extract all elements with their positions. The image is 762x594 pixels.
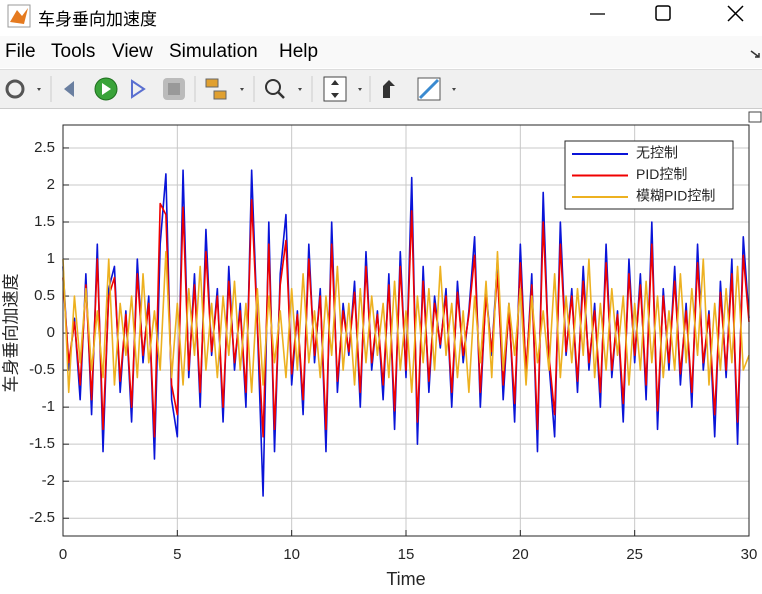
legend-label: 模糊PID控制 bbox=[636, 188, 715, 204]
dropdown[interactable] bbox=[37, 88, 41, 91]
menu-view[interactable]: View bbox=[112, 41, 153, 62]
series-line bbox=[62, 198, 750, 438]
undock-button[interactable] bbox=[748, 111, 762, 123]
window-title: 车身垂向加速度 bbox=[38, 10, 157, 29]
autoscale-button[interactable] bbox=[323, 76, 347, 102]
y-tick-label: -2 bbox=[42, 472, 55, 489]
menu-bar: File Tools View Simulation Help bbox=[0, 36, 762, 68]
menu-simulation[interactable]: Simulation bbox=[169, 41, 258, 62]
toolbar bbox=[0, 69, 762, 109]
title-icons bbox=[7, 4, 744, 28]
x-tick-label: 15 bbox=[398, 546, 415, 563]
y-tick-label: 2 bbox=[47, 176, 55, 193]
legend-label: PID控制 bbox=[636, 166, 687, 182]
x-tick-label: 30 bbox=[741, 546, 758, 563]
chart: Time 车身垂向加速度 -2.5 -2 -1.5 -1 -0.5 0 0.5 1 1.5 2 2.… bbox=[1, 111, 762, 589]
step-back-button[interactable] bbox=[64, 81, 74, 97]
title-bar: 车身垂向加速度 bbox=[0, 0, 762, 34]
x-tick-label: 5 bbox=[173, 546, 181, 563]
x-tick-label: 10 bbox=[283, 546, 300, 563]
step-forward-button[interactable] bbox=[131, 79, 146, 99]
y-tick-label: 1 bbox=[47, 250, 55, 267]
series-line bbox=[62, 250, 750, 394]
y-tick-label: 2.5 bbox=[34, 139, 55, 156]
highlight-button[interactable] bbox=[383, 80, 395, 98]
y-tick-label: -0.5 bbox=[29, 361, 55, 378]
y-tick-label: -1 bbox=[42, 398, 55, 415]
maximize-button[interactable] bbox=[655, 5, 671, 21]
settings-button[interactable] bbox=[5, 79, 25, 99]
y-tick-label: 0 bbox=[47, 324, 55, 341]
y-axis-label: 车身垂向加速度 bbox=[1, 274, 20, 393]
zoom-button[interactable] bbox=[265, 79, 281, 95]
y-tick-label: -1.5 bbox=[29, 435, 55, 452]
y-tick-label: 0.5 bbox=[34, 287, 55, 304]
x-tick-label: 0 bbox=[59, 546, 67, 563]
y-tick-label: -2.5 bbox=[29, 509, 55, 526]
menu-arrow[interactable] bbox=[750, 48, 762, 60]
axes-box bbox=[62, 124, 750, 537]
series-line bbox=[62, 169, 750, 497]
menu-tools[interactable]: Tools bbox=[51, 41, 96, 62]
x-tick-label: 20 bbox=[512, 546, 529, 563]
y-tick-label: 1.5 bbox=[34, 213, 55, 230]
legend-label: 无控制 bbox=[636, 145, 678, 161]
signal-button[interactable] bbox=[205, 78, 219, 88]
toolbar-icons bbox=[5, 76, 456, 102]
menu-help[interactable]: Help bbox=[279, 41, 319, 62]
close-button[interactable] bbox=[727, 5, 744, 22]
x-tick-label: 25 bbox=[626, 546, 643, 563]
menu-file[interactable]: File bbox=[5, 41, 36, 62]
x-axis-label: Time bbox=[386, 569, 425, 589]
app-icon-logo bbox=[10, 8, 28, 24]
